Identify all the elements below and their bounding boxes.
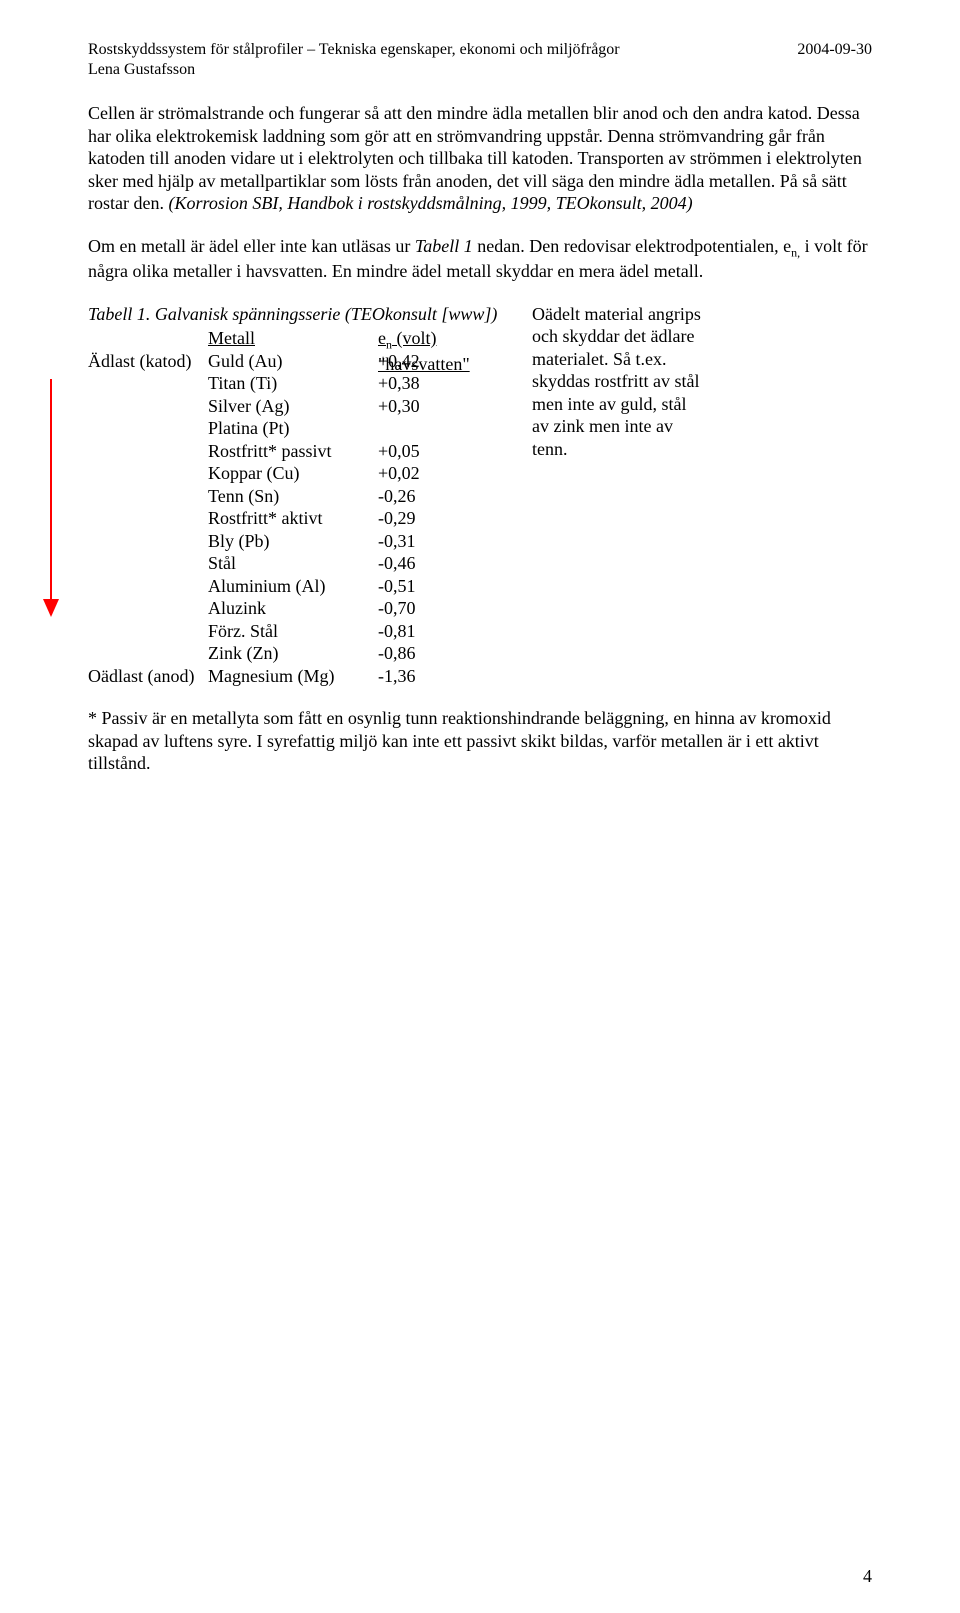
table-row: Magnesium (Mg) (208, 665, 378, 688)
table-row: Rostfritt* passivt (208, 440, 378, 463)
table-row: Koppar (Cu) (208, 462, 378, 485)
footnote: * Passiv är en metallyta som fått en osy… (88, 707, 872, 775)
table-row: -0,51 (378, 575, 498, 598)
table-grid: Ädlast (katod) Oädlast (anod) Metall Gul… (88, 327, 498, 687)
page-number: 4 (863, 1565, 872, 1588)
table-row: Förz. Stål (208, 620, 378, 643)
side-note: Oädelt material angrips och skyddar det … (532, 303, 702, 461)
table-row: Aluminium (Al) (208, 575, 378, 598)
table-row: +0,38 (378, 372, 498, 395)
row-label-bottom: Oädlast (anod) (88, 665, 208, 688)
paragraph-2-c: nedan. Den redovisar elektrodpotentialen… (473, 236, 791, 256)
table-row: -0,70 (378, 597, 498, 620)
table-row: -0,46 (378, 552, 498, 575)
table-row: Zink (Zn) (208, 642, 378, 665)
table-row: Stål (208, 552, 378, 575)
row-label-header-spacer (88, 327, 208, 350)
row-label-column: Ädlast (katod) Oädlast (anod) (88, 327, 208, 687)
value-column: en (volt) "havsvatten" +0,42 +0,38 +0,30… (378, 327, 498, 687)
metal-header: Metall (208, 327, 378, 350)
paragraph-2-sub: n, (791, 245, 800, 259)
table-1: Tabell 1. Galvanisk spänningsserie (TEOk… (88, 303, 498, 688)
header-date: 2004-09-30 (797, 40, 872, 60)
header-author: Lena Gustafsson (88, 60, 872, 80)
table-row: Platina (Pt) (208, 417, 378, 440)
table-row: -0,31 (378, 530, 498, 553)
paragraph-2: Om en metall är ädel eller inte kan utlä… (88, 235, 872, 283)
arrow-down-icon (40, 377, 62, 623)
paragraph-2-tableref: Tabell 1 (415, 236, 473, 256)
table-row: Rostfritt* aktivt (208, 507, 378, 530)
value-header: en (volt) "havsvatten" (378, 327, 498, 350)
header-title: Rostskyddssystem för stålprofiler – Tekn… (88, 40, 620, 60)
paragraph-2-a: Om en metall är ädel eller inte kan utlä… (88, 236, 415, 256)
table-row: -0,81 (378, 620, 498, 643)
page-header: Rostskyddssystem för stålprofiler – Tekn… (88, 40, 872, 60)
table-row: -1,36 (378, 665, 498, 688)
value-header-a: e (378, 328, 386, 348)
row-label-top: Ädlast (katod) (88, 350, 208, 373)
table-row: +0,30 (378, 395, 498, 418)
table-row: Tenn (Sn) (208, 485, 378, 508)
table-row: Silver (Ag) (208, 395, 378, 418)
table-row: -0,86 (378, 642, 498, 665)
table-row: +0,05 (378, 440, 498, 463)
table-row: Aluzink (208, 597, 378, 620)
table-row: -0,26 (378, 485, 498, 508)
paragraph-1-citation: (Korrosion SBI, Handbok i rostskyddsmåln… (168, 193, 692, 213)
paragraph-1: Cellen är strömalstrande och fungerar så… (88, 102, 872, 215)
table-row: Bly (Pb) (208, 530, 378, 553)
table-row: Guld (Au) (208, 350, 378, 373)
table-row (378, 417, 498, 440)
table-row: -0,29 (378, 507, 498, 530)
table-row: Titan (Ti) (208, 372, 378, 395)
table-caption: Tabell 1. Galvanisk spänningsserie (TEOk… (88, 303, 498, 326)
metal-column: Metall Guld (Au) Titan (Ti) Silver (Ag) … (208, 327, 378, 687)
table-1-wrap: Tabell 1. Galvanisk spänningsserie (TEOk… (88, 303, 872, 688)
table-row: +0,02 (378, 462, 498, 485)
